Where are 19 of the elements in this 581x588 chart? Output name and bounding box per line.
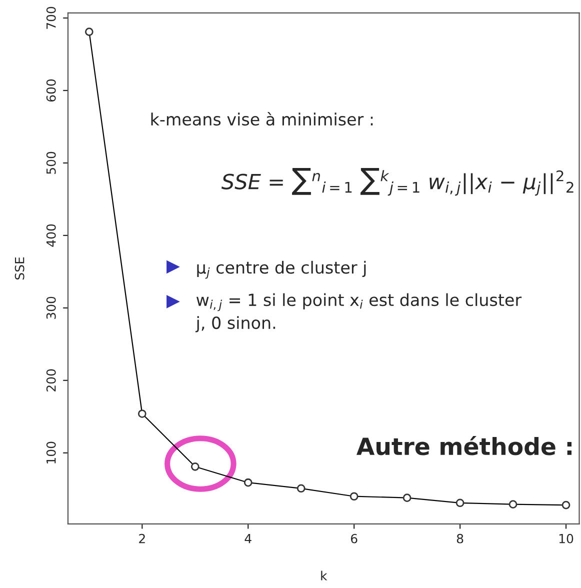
y-tick-label: 400 bbox=[46, 224, 56, 247]
y-tick-label: 300 bbox=[46, 296, 56, 319]
y-tick-label: 600 bbox=[46, 79, 56, 102]
x-axis-title: k bbox=[321, 570, 328, 580]
annotation: μ$_{j}$ centre de cluster j bbox=[197, 260, 366, 279]
annotation: Autre méthode : bbox=[356, 436, 572, 456]
text: SSE = ∑$^{n}$$_{i=1}$ ∑$^{k}$$_{j=1}$ w$_{i,j}$||x$_{i}$ − μ$_{j}$||$^{2}$$_{2}$ bbox=[221, 168, 574, 196]
y-tick-label: 500 bbox=[46, 152, 56, 174]
x-tick-label: 8 bbox=[456, 534, 464, 544]
x-tick-label: 10 bbox=[559, 534, 574, 544]
x-tick-label: 6 bbox=[350, 534, 358, 544]
y-tick-label: 700 bbox=[46, 6, 56, 29]
x-tick-label: 2 bbox=[139, 534, 145, 544]
y-tick-label: 100 bbox=[46, 442, 56, 464]
y-tick-label: 200 bbox=[46, 369, 56, 392]
text: w$_{i,j}$ = 1 si le point x$_{i}$ est dans le cluster j, 0 sinon. bbox=[195, 293, 522, 332]
y-axis-title: SSE bbox=[14, 257, 24, 280]
annotation: k-means vise à minimiser : bbox=[151, 112, 373, 126]
x-tick-label: 4 bbox=[244, 534, 252, 544]
